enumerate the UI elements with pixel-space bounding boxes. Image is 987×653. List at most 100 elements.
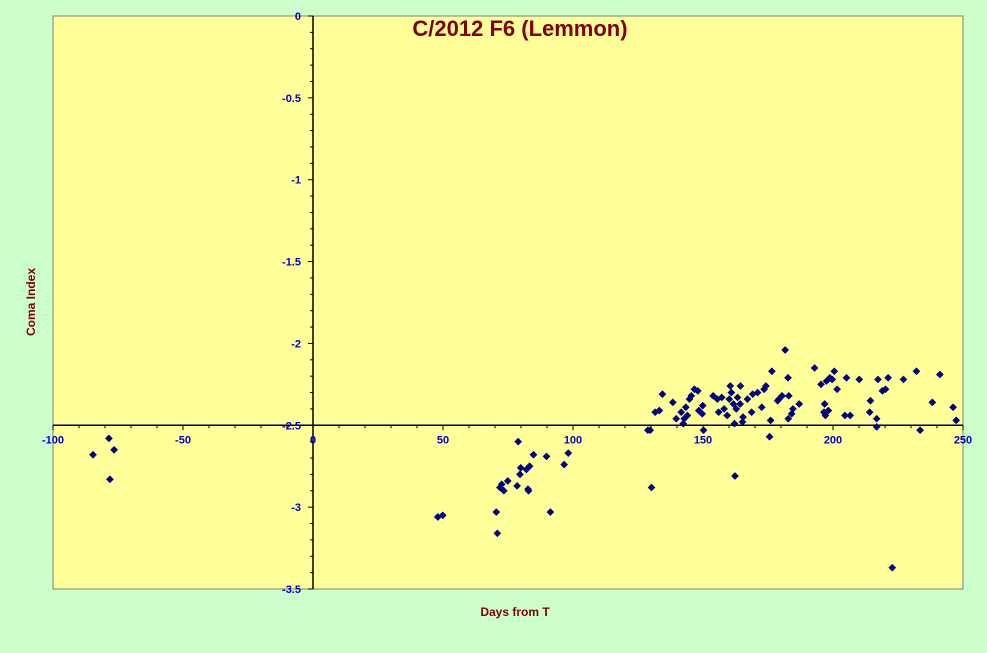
data-point xyxy=(795,400,804,408)
data-point xyxy=(747,408,756,417)
y-tick-label: -2 xyxy=(291,338,301,350)
y-tick-label: 0 xyxy=(295,11,301,23)
data-point xyxy=(736,382,745,390)
plot-area xyxy=(52,15,964,590)
data-point xyxy=(104,434,113,443)
data-point xyxy=(647,483,656,492)
data-point xyxy=(681,403,690,412)
data-point xyxy=(761,382,770,390)
data-point xyxy=(842,373,851,382)
data-point xyxy=(546,508,555,517)
data-point xyxy=(497,480,506,489)
y-axis-title: Coma Index xyxy=(24,268,38,336)
x-tick-label: -50 xyxy=(175,434,191,446)
data-point xyxy=(493,529,502,538)
data-point xyxy=(738,418,747,426)
data-point xyxy=(935,370,944,379)
data-point xyxy=(765,432,774,441)
data-point xyxy=(677,408,686,417)
data-point xyxy=(949,403,958,412)
data-point xyxy=(916,426,925,435)
data-point xyxy=(679,419,688,428)
data-point xyxy=(658,390,667,399)
data-point xyxy=(499,486,508,495)
data-point xyxy=(841,411,849,420)
data-point xyxy=(753,388,762,397)
x-tick-label: -100 xyxy=(42,434,64,446)
data-point xyxy=(524,486,533,495)
data-point xyxy=(525,462,534,471)
data-point xyxy=(810,364,819,372)
y-tick-label: -0.5 xyxy=(282,93,301,105)
x-tick-label: 50 xyxy=(437,434,449,446)
data-point xyxy=(888,563,897,572)
data-point xyxy=(714,408,723,417)
y-tick-label: -3 xyxy=(291,502,301,514)
data-point xyxy=(830,367,839,376)
data-point xyxy=(874,375,882,384)
x-tick-label: 200 xyxy=(824,434,842,446)
data-point xyxy=(884,373,893,382)
data-point xyxy=(767,367,776,376)
data-point xyxy=(833,385,842,394)
data-point xyxy=(110,445,119,454)
axes xyxy=(52,15,964,590)
x-tick-label: 250 xyxy=(954,434,972,446)
data-point xyxy=(781,346,790,354)
data-point xyxy=(881,385,890,394)
data-point xyxy=(726,382,735,390)
data-point xyxy=(899,375,908,384)
data-point xyxy=(723,411,732,420)
data-point xyxy=(687,391,696,400)
x-tick-label: 150 xyxy=(694,434,712,446)
data-point xyxy=(846,411,855,420)
data-point xyxy=(698,409,707,418)
data-point xyxy=(717,393,726,402)
data-point xyxy=(729,400,738,408)
data-point xyxy=(784,414,793,423)
data-point xyxy=(542,452,551,461)
data-point xyxy=(828,375,837,384)
data-point xyxy=(872,422,881,431)
data-point xyxy=(564,449,573,458)
data-point xyxy=(730,419,739,428)
data-point xyxy=(731,472,739,480)
data-point xyxy=(824,406,833,415)
data-point xyxy=(928,398,937,407)
data-point xyxy=(727,388,736,397)
data-point xyxy=(89,450,97,459)
y-tick-label: -1 xyxy=(291,175,301,187)
x-tick-label: 100 xyxy=(564,434,582,446)
data-point xyxy=(513,481,522,490)
data-point xyxy=(516,463,525,472)
data-point xyxy=(789,404,797,413)
data-point xyxy=(438,511,447,520)
data-point xyxy=(668,398,677,407)
data-point xyxy=(778,391,786,400)
data-point xyxy=(820,400,829,408)
x-axis-title: Days from T xyxy=(480,605,550,619)
data-point xyxy=(529,450,538,459)
data-point xyxy=(683,411,692,420)
y-tick-label: -1.5 xyxy=(282,257,301,269)
x-tick-label: 0 xyxy=(310,434,316,446)
data-point xyxy=(817,380,825,389)
data-point xyxy=(516,470,524,479)
data-points xyxy=(89,346,961,572)
data-point xyxy=(720,404,729,413)
data-point xyxy=(514,437,523,446)
data-point xyxy=(725,395,734,404)
data-point xyxy=(672,414,681,423)
data-point xyxy=(766,416,775,425)
data-point xyxy=(743,395,752,404)
data-point xyxy=(105,475,114,484)
data-point xyxy=(872,414,881,423)
data-point xyxy=(912,367,921,376)
data-point xyxy=(866,396,875,405)
data-point xyxy=(699,426,708,435)
data-point xyxy=(698,401,707,410)
data-point xyxy=(757,403,766,412)
tick-labels: -100 -50 0 50 100 150 200 250 0 -0.5 -1 -1.5 -2 -2.5 -… xyxy=(42,11,972,596)
data-point xyxy=(784,391,793,400)
